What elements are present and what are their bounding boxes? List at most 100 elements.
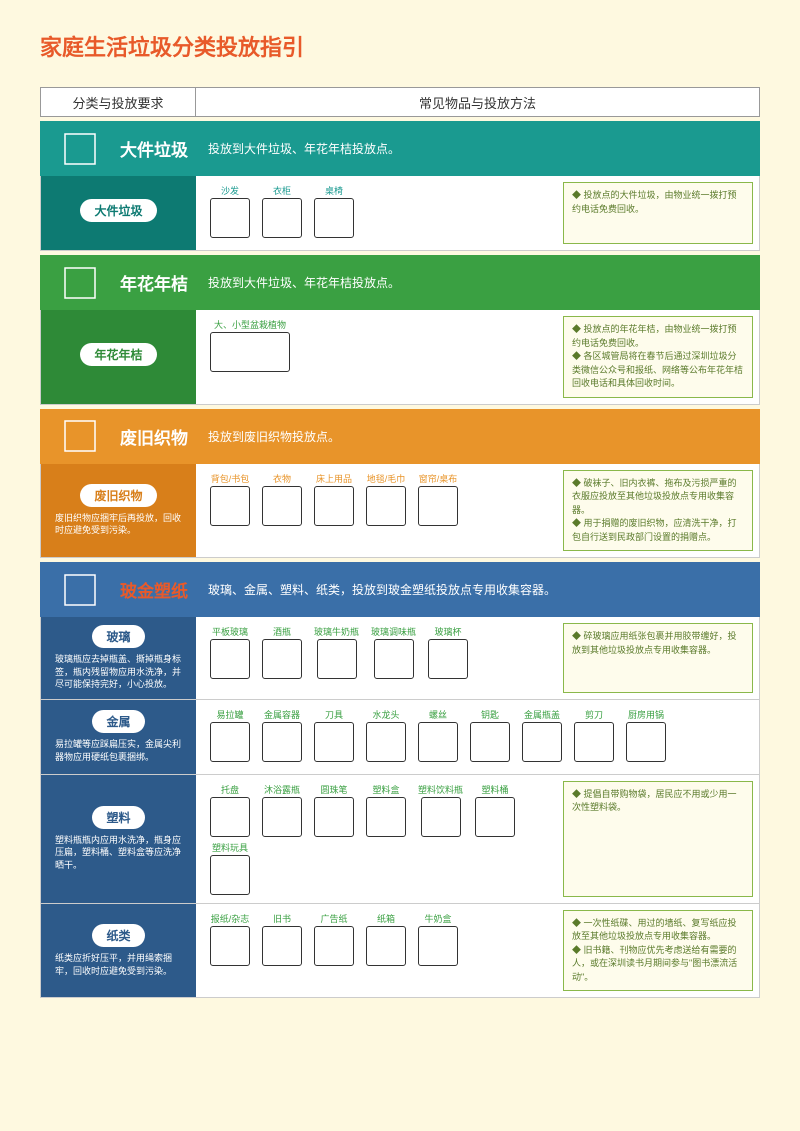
section-recycle: 玻金塑纸 玻璃、金属、塑料、纸类，投放到玻金塑纸投放点专用收集容器。 玻璃 玻璃… xyxy=(40,562,760,998)
page-title: 家庭生活垃圾分类投放指引 xyxy=(40,30,760,62)
section-textile: 废旧织物 投放到废旧织物投放点。 废旧织物 废旧织物应捆牢后再投放，回收时应避免… xyxy=(40,409,760,559)
category-tag: 年花年桔 xyxy=(80,343,156,366)
banner-icon xyxy=(50,567,110,612)
item: 塑料桶 xyxy=(475,783,515,837)
item: 金属瓶盖 xyxy=(522,708,562,762)
category-hint: 塑料瓶瓶内应用水洗净，瓶身应压扁，塑料桶、塑料盒等应洗净晒干。 xyxy=(51,834,186,872)
tips-box: 投放点的年花年桔，由物业统一拨打预约电话免费回收。各区城管局将在春节后通过深圳垃… xyxy=(563,316,753,398)
item-label: 钥匙 xyxy=(481,708,499,720)
tips-box: 碎玻璃应用纸张包裹并用胶带缠好，投放到其他垃圾投放点专用收集容器。 xyxy=(563,623,753,693)
th-method: 常见物品与投放方法 xyxy=(196,93,759,112)
row: 大件垃圾 沙发 衣柜 桌椅 投放点的大件垃圾，由物业统一拨打预约电话免费回收。 xyxy=(40,176,760,251)
item: 刀具 xyxy=(314,708,354,762)
item: 沐浴露瓶 xyxy=(262,783,302,837)
item: 圆珠笔 xyxy=(314,783,354,837)
item-label: 塑料饮料瓶 xyxy=(418,783,463,795)
item: 报纸/杂志 xyxy=(210,912,250,966)
row-left: 废旧织物 废旧织物应捆牢后再投放，回收时应避免受到污染。 xyxy=(41,464,196,558)
row-left: 金属 易拉罐等应踩扁压实，金属尖利器物应用硬纸包裹捆绑。 xyxy=(41,700,196,774)
item-label: 报纸/杂志 xyxy=(211,912,250,924)
item-icon xyxy=(366,486,406,526)
item-icon xyxy=(428,639,468,679)
item-icon xyxy=(210,332,290,372)
item: 广告纸 xyxy=(314,912,354,966)
item-icon xyxy=(418,486,458,526)
item: 厨房用锅 xyxy=(626,708,666,762)
item-icon xyxy=(262,722,302,762)
tips-box: 投放点的大件垃圾，由物业统一拨打预约电话免费回收。 xyxy=(563,182,753,244)
tip: 旧书籍、刊物应优先考虑送给有需要的人，或在深圳读书月期间参与"图书漂流活动"。 xyxy=(572,944,744,985)
item-label: 塑料玩具 xyxy=(212,841,248,853)
item-icon xyxy=(262,639,302,679)
item-icon xyxy=(421,797,461,837)
tips-box: 提倡自带购物袋，居民应不用或少用一次性塑料袋。 xyxy=(563,781,753,897)
item-label: 托盘 xyxy=(221,783,239,795)
items-area: 平板玻璃 酒瓶 玻璃牛奶瓶 玻璃调味瓶 玻璃杯 xyxy=(196,617,557,699)
row: 金属 易拉罐等应踩扁压实，金属尖利器物应用硬纸包裹捆绑。 易拉罐 金属容器 刀具… xyxy=(40,700,760,775)
banner-name: 废旧织物 xyxy=(120,424,188,449)
item-icon xyxy=(418,926,458,966)
item-icon xyxy=(314,198,354,238)
item: 玻璃牛奶瓶 xyxy=(314,625,359,679)
banner-desc: 投放到大件垃圾、年花年桔投放点。 xyxy=(208,274,400,291)
item-label: 衣柜 xyxy=(273,184,291,196)
item-label: 沐浴露瓶 xyxy=(264,783,300,795)
item: 大、小型盆栽植物 xyxy=(210,318,290,372)
item-icon xyxy=(262,198,302,238)
item: 衣物 xyxy=(262,472,302,526)
items-area: 大、小型盆栽植物 xyxy=(196,310,557,404)
item-icon xyxy=(626,722,666,762)
item-label: 塑料桶 xyxy=(482,783,509,795)
banner: 年花年桔 投放到大件垃圾、年花年桔投放点。 xyxy=(40,255,760,310)
banner-desc: 投放到大件垃圾、年花年桔投放点。 xyxy=(208,140,400,157)
item-label: 地毯/毛巾 xyxy=(367,472,406,484)
item-icon xyxy=(522,722,562,762)
item-label: 牛奶盒 xyxy=(424,912,451,924)
item-label: 金属瓶盖 xyxy=(524,708,560,720)
item: 背包/书包 xyxy=(210,472,250,526)
item-icon xyxy=(470,722,510,762)
item: 塑料盒 xyxy=(366,783,406,837)
items-area: 托盘 沐浴露瓶 圆珠笔 塑料盒 塑料饮料瓶 塑料桶 塑料玩具 xyxy=(196,775,557,903)
item: 桌椅 xyxy=(314,184,354,238)
item: 床上用品 xyxy=(314,472,354,526)
item-label: 窗帘/桌布 xyxy=(419,472,458,484)
item-label: 玻璃杯 xyxy=(435,625,462,637)
th-category: 分类与投放要求 xyxy=(41,88,196,116)
items-area: 背包/书包 衣物 床上用品 地毯/毛巾 窗帘/桌布 xyxy=(196,464,557,558)
item-label: 厨房用锅 xyxy=(628,708,664,720)
item-icon xyxy=(262,926,302,966)
item-icon xyxy=(374,639,414,679)
banner-name: 年花年桔 xyxy=(120,270,188,295)
tips-box: 一次性纸碟、用过的墙纸、复写纸应投放至其他垃圾投放点专用收集容器。旧书籍、刊物应… xyxy=(563,910,753,992)
tip: 碎玻璃应用纸张包裹并用胶带缠好，投放到其他垃圾投放点专用收集容器。 xyxy=(572,630,744,657)
item-icon xyxy=(210,722,250,762)
row: 纸类 纸类应折好压平，并用绳索捆牢，回收时应避免受到污染。 报纸/杂志 旧书 广… xyxy=(40,904,760,999)
item: 衣柜 xyxy=(262,184,302,238)
banner-name: 大件垃圾 xyxy=(120,136,188,161)
item: 钥匙 xyxy=(470,708,510,762)
category-tag: 大件垃圾 xyxy=(80,199,156,222)
item: 沙发 xyxy=(210,184,250,238)
item: 纸箱 xyxy=(366,912,406,966)
item-icon xyxy=(574,722,614,762)
banner: 废旧织物 投放到废旧织物投放点。 xyxy=(40,409,760,464)
tip: 投放点的年花年桔，由物业统一拨打预约电话免费回收。 xyxy=(572,323,744,350)
category-tag: 纸类 xyxy=(92,924,144,947)
item-label: 平板玻璃 xyxy=(212,625,248,637)
banner-icon xyxy=(50,126,110,171)
banner: 大件垃圾 投放到大件垃圾、年花年桔投放点。 xyxy=(40,121,760,176)
item-icon xyxy=(314,722,354,762)
tip: 各区城管局将在春节后通过深圳垃圾分类微信公众号和报纸、网络等公布年花年桔回收电话… xyxy=(572,350,744,391)
item-label: 玻璃牛奶瓶 xyxy=(314,625,359,637)
item-icon xyxy=(314,926,354,966)
banner-desc: 投放到废旧织物投放点。 xyxy=(208,428,340,445)
item-label: 衣物 xyxy=(273,472,291,484)
item-icon xyxy=(314,486,354,526)
tip: 投放点的大件垃圾，由物业统一拨打预约电话免费回收。 xyxy=(572,189,744,216)
row-left: 年花年桔 xyxy=(41,310,196,404)
category-hint: 玻璃瓶应去掉瓶盖、撕掉瓶身标签，瓶内残留物应用水洗净，并尽可能保持完好，小心投放… xyxy=(51,653,186,691)
item: 易拉罐 xyxy=(210,708,250,762)
section-flower: 年花年桔 投放到大件垃圾、年花年桔投放点。 年花年桔 大、小型盆栽植物 投放点的… xyxy=(40,255,760,405)
item: 塑料玩具 xyxy=(210,841,250,895)
